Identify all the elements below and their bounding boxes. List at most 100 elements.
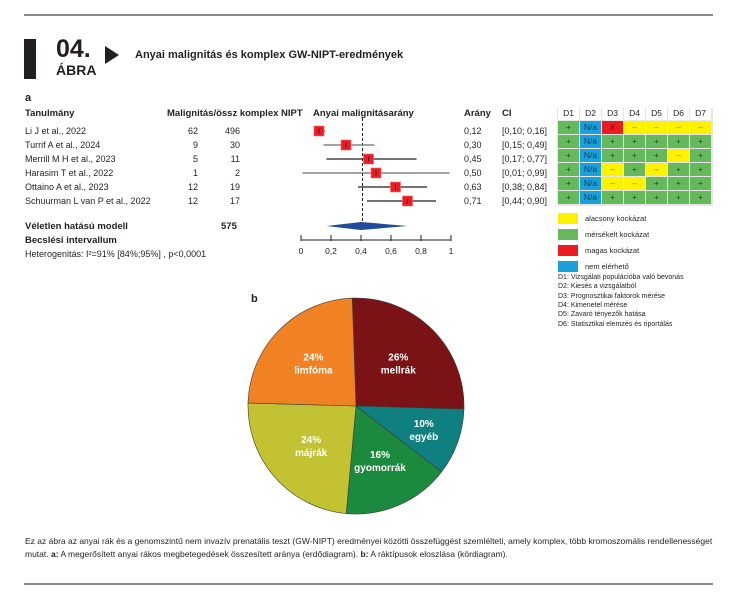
- figure-word: ÁBRA: [56, 62, 97, 78]
- bottom-rule: [24, 583, 713, 585]
- study-ratio: 0,12: [464, 126, 482, 136]
- study-ratio: 0,50: [464, 168, 482, 178]
- grid-cell: +: [624, 163, 645, 176]
- study-events: 5: [192, 154, 198, 164]
- grid-cell: +: [668, 135, 689, 148]
- domain-description: D6: Statisztikai elemzés és riportálás: [558, 320, 673, 328]
- x-tick-label: 0,8: [415, 246, 427, 256]
- pie-value-label: 26%: [388, 352, 408, 363]
- grid-cell: +: [690, 191, 711, 204]
- pie-chart: 26% mellrák 10% egyéb 16% gyomorrák 24% májrák 2…: [247, 297, 465, 515]
- column-header-ratio: Arány: [464, 108, 491, 119]
- study-name: Turrif A et al., 2024: [25, 140, 101, 150]
- grid-cell: –: [668, 121, 689, 134]
- study-events: 9: [192, 140, 198, 150]
- grid-column-header: D7: [690, 108, 711, 120]
- grid-cell: N/a: [580, 149, 601, 162]
- study-ci: [0,10; 0,16]: [502, 126, 548, 136]
- pie-value-label: 24%: [301, 435, 321, 446]
- grid-cell: +: [558, 135, 579, 148]
- risk-of-bias-grid: D1 D2 D3 D4 D5 D6 D7 + N/a X – – – – + N/a + + + + + + N/a + + + –…: [557, 108, 713, 206]
- domain-description: D4: Kimenetel mérése: [558, 301, 628, 309]
- play-arrow-icon: [105, 46, 119, 64]
- grid-cell: N/a: [580, 163, 601, 176]
- grid-cell: +: [624, 191, 645, 204]
- grid-cell: –: [690, 121, 711, 134]
- grid-column-header: D6: [668, 108, 689, 120]
- caption-a-text: A megerősített anyai rákos megbetegedése…: [58, 549, 361, 559]
- grid-column-header: D1: [558, 108, 579, 120]
- column-header-plot: Anyai malignitásarány: [313, 108, 414, 119]
- study-total: 17: [229, 196, 240, 206]
- grid-cell: +: [602, 191, 623, 204]
- grid-cell: N/a: [580, 135, 601, 148]
- pie-category-label: mellrák: [381, 365, 416, 376]
- model-total: 575: [221, 221, 237, 232]
- column-header-counts: Malignitás/össz komplex NIPT: [167, 108, 303, 119]
- figure-caption: Ez az ábra az anyai rák és a genomszintű…: [25, 535, 725, 561]
- legend-swatch: [558, 245, 578, 256]
- study-ci: [0,15; 0,49]: [502, 140, 548, 150]
- grid-column-header: D4: [624, 108, 645, 120]
- grid-cell: +: [602, 135, 623, 148]
- study-events: 1: [192, 168, 198, 178]
- figure-title: Anyai malignitás és komplex GW-NIPT-ered…: [135, 49, 404, 61]
- pie-slice-limfóma: [247, 297, 357, 407]
- x-tick-label: 0: [299, 246, 304, 256]
- pie-category-label: limfóma: [294, 366, 333, 377]
- grid-cell: +: [690, 135, 711, 148]
- grid-cell: +: [690, 163, 711, 176]
- study-ci: [0,38; 0,84]: [502, 182, 548, 192]
- legend-label: mérsékelt kockázat: [585, 230, 650, 239]
- study-name: Harasim T et al., 2022: [25, 168, 114, 178]
- grid-column-header: D5: [646, 108, 667, 120]
- grid-cell: +: [668, 191, 689, 204]
- figure-number: 04.: [56, 35, 91, 63]
- grid-cell: +: [668, 177, 689, 190]
- pie-category-label: egyéb: [409, 432, 438, 443]
- grid-cell: –: [668, 149, 689, 162]
- caption-b-text: A ráktípusok eloszlása (kördiagram).: [368, 549, 508, 559]
- model-label: Véletlen hatású modell: [25, 221, 128, 232]
- pooled-estimate-diamond: [326, 222, 408, 230]
- legend-swatch: [558, 261, 578, 272]
- grid-cell: +: [646, 135, 667, 148]
- heterogeneity-text: Heterogenitás: I²=91% [84%;95%] , p<0,00…: [25, 249, 207, 259]
- grid-cell: N/a: [580, 121, 601, 134]
- grid-cell: +: [624, 149, 645, 162]
- study-name: Merrill M H et al., 2023: [25, 154, 116, 164]
- study-total: 496: [224, 126, 240, 136]
- grid-cell: –: [624, 177, 645, 190]
- grid-cell: +: [558, 163, 579, 176]
- grid-cell: +: [624, 135, 645, 148]
- study-events: 12: [187, 196, 198, 206]
- grid-cell: X: [602, 121, 623, 134]
- pie-slice-májrák: [247, 402, 357, 514]
- domain-description: D1: Vizsgálati populációba való bevonás: [558, 274, 684, 281]
- pie-category-label: gyomorrák: [354, 463, 406, 474]
- pie-slice-gyomorrák: [345, 405, 442, 515]
- legend-label: nem elérhető: [585, 262, 629, 271]
- study-ci: [0,17; 0,77]: [502, 154, 548, 164]
- legend-swatch: [558, 213, 578, 224]
- study-name: Li J et al., 2022: [25, 126, 87, 136]
- study-total: 11: [230, 154, 240, 164]
- legend-label: magas kockázat: [585, 246, 640, 255]
- grid-cell: N/a: [580, 177, 601, 190]
- study-ci: [0,44; 0,90]: [502, 196, 548, 206]
- pie-category-label: májrák: [295, 448, 328, 459]
- forest-plot: 0 0,2 0,4 0,6 0,8 1: [299, 118, 454, 256]
- grid-cell: +: [558, 191, 579, 204]
- column-header-ci: CI: [502, 108, 512, 119]
- grid-column-header: D2: [580, 108, 601, 120]
- pie-value-label: 24%: [303, 353, 323, 364]
- x-tick-label: 1: [449, 246, 454, 256]
- domain-description: D3: Prognosztikai faktorok mérése: [558, 292, 665, 300]
- panel-a-label: a: [25, 92, 32, 104]
- grid-cell: +: [668, 163, 689, 176]
- study-ci: [0,01; 0,99]: [502, 168, 548, 178]
- grid-cell: –: [602, 163, 623, 176]
- legend-label: alacsony kockázat: [585, 214, 647, 223]
- grid-cell: +: [558, 149, 579, 162]
- grid-cell: +: [602, 149, 623, 162]
